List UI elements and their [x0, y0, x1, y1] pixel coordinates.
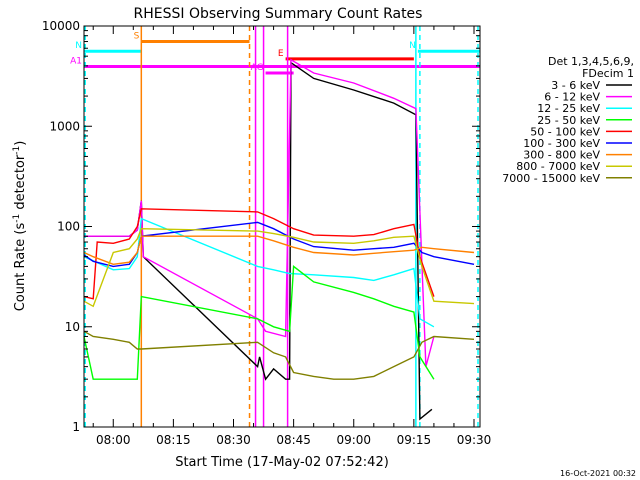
y-axis-label-sup1: -1 — [12, 214, 22, 223]
y-axis-label-end: ) — [13, 141, 28, 146]
y-tick-label: 1 — [72, 420, 80, 434]
legend-label: 6 - 12 keV — [544, 91, 600, 104]
legend-label: 7000 - 15000 keV — [502, 172, 600, 185]
legend-label: 50 - 100 keV — [530, 125, 600, 138]
y-tick-label: 1000 — [49, 119, 80, 133]
footer-timestamp: 16-Oct-2021 00:32 — [560, 469, 636, 478]
legend-label: 800 - 7000 keV — [516, 160, 600, 173]
y-axis-label-sup2: -1 — [12, 146, 22, 155]
x-tick-label: 08:45 — [276, 433, 311, 447]
y-axis-label-mid: detector — [13, 154, 28, 214]
legend-label: 100 - 300 keV — [523, 137, 600, 150]
y-axis-label: Count Rate (s-1 detector-1) — [12, 141, 28, 312]
legend-label: 300 - 800 keV — [523, 149, 600, 162]
legend-label: 3 - 6 keV — [551, 79, 600, 92]
x-tick-label: 08:30 — [216, 433, 251, 447]
series-line-8 — [83, 227, 475, 308]
legend-label: 25 - 50 keV — [537, 114, 600, 127]
x-tick-label: 09:15 — [397, 433, 432, 447]
series-line-4 — [83, 265, 435, 380]
flags-layer — [84, 40, 480, 75]
y-axis-label-main: Count Rate (s — [13, 223, 28, 312]
y-tick-label: 10000 — [42, 19, 80, 33]
flag-label-n: N — [75, 41, 82, 51]
flag-label-s: S — [134, 32, 140, 42]
x-tick-label: 08:15 — [156, 433, 191, 447]
flag-labels-layer: S N N E A1 AG — [70, 32, 416, 73]
legend-label: 12 - 25 keV — [537, 102, 600, 115]
plot-area: 08:00 08:15 08:30 08:45 09:00 09:15 09:30 1 10 10… — [42, 19, 491, 447]
x-tick-label: 09:00 — [336, 433, 371, 447]
series-line-7 — [83, 235, 475, 266]
series-line-3 — [83, 217, 435, 328]
series-layer — [83, 58, 475, 421]
flag-label-ag: AG — [251, 63, 264, 73]
x-tick-label: 08:00 — [96, 433, 131, 447]
flag-label-a1: A1 — [70, 56, 82, 66]
chart-title: RHESSI Observing Summary Count Rates — [134, 6, 423, 22]
ticks-layer: 08:00 08:15 08:30 08:45 09:00 09:15 09:30 1 10 10… — [42, 19, 491, 447]
y-tick-label: 100 — [57, 220, 80, 234]
flag-label-e: E — [278, 49, 284, 59]
series-line-9 — [83, 330, 475, 380]
legend-header-line-2: FDecim 1 — [582, 67, 634, 80]
legend-header-line-1: Det 1,3,4,5,6,9, — [548, 55, 634, 68]
series-line-5 — [83, 208, 435, 300]
x-axis-label: Start Time (17-May-02 07:52:42) — [175, 455, 389, 470]
flag-label-n: N — [409, 41, 416, 51]
y-tick-label: 10 — [65, 320, 80, 334]
x-tick-label: 09:30 — [457, 433, 492, 447]
